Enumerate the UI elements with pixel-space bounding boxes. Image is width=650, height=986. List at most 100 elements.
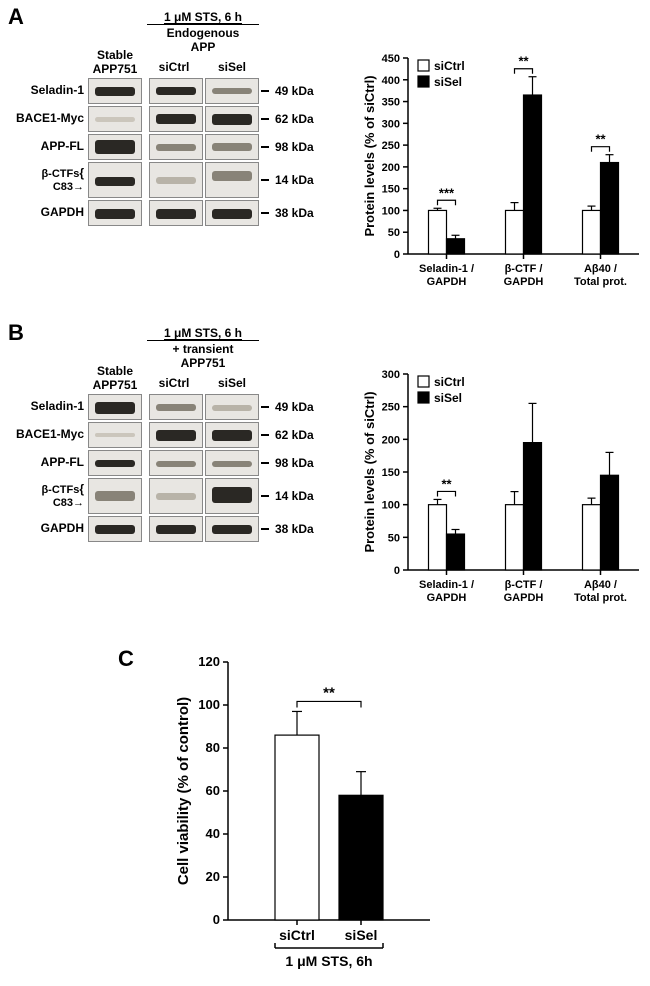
panel-b-col-ctrl: siCtrl (147, 376, 201, 390)
band (212, 525, 252, 534)
blot-lane (149, 478, 203, 514)
mw-label: 62 kDa (269, 428, 314, 442)
svg-text:100: 100 (382, 205, 400, 217)
mw-dash (261, 179, 269, 181)
band (95, 460, 135, 467)
svg-text:250: 250 (382, 140, 400, 152)
svg-text:siSel: siSel (345, 927, 378, 943)
band (156, 177, 196, 184)
svg-text:350: 350 (382, 97, 400, 109)
band (156, 525, 196, 534)
blot-lane (88, 106, 142, 132)
band (156, 493, 196, 500)
blot-lane (149, 422, 203, 448)
blot-lane (205, 78, 259, 104)
blot-lane (88, 394, 142, 420)
blot-lanes (88, 394, 259, 420)
svg-text:Protein levels (% of siCtrl): Protein levels (% of siCtrl) (362, 75, 377, 236)
svg-text:GAPDH: GAPDH (427, 592, 467, 604)
band (156, 114, 196, 124)
panel-a-treatment-sub: Endogenous APP (147, 24, 259, 54)
band (156, 404, 196, 411)
blot-row: APP-FL 98 kDa (10, 450, 350, 476)
panel-a-col-stable: Stable APP751 (88, 48, 142, 76)
blot-lane (88, 422, 142, 448)
band (212, 209, 252, 219)
svg-text:Total prot.: Total prot. (574, 276, 627, 288)
band (95, 525, 135, 534)
blot-lane (149, 162, 203, 198)
band (95, 87, 135, 96)
svg-text:**: ** (518, 54, 529, 69)
svg-text:150: 150 (382, 467, 400, 479)
blot-lanes (88, 78, 259, 104)
blot-lanes (88, 134, 259, 160)
svg-text:Seladin-1 /: Seladin-1 / (419, 263, 474, 275)
panel-b-blot-rows: Seladin-1 49 kDa BACE1-Myc62 kDa APP-FL 98 k… (10, 394, 350, 542)
blot-lane (205, 422, 259, 448)
mw-dash (261, 462, 269, 464)
band (212, 88, 252, 94)
mw-dash (261, 434, 269, 436)
blot-row: BACE1-Myc62 kDa (10, 422, 350, 448)
band (95, 117, 135, 122)
svg-text:GAPDH: GAPDH (427, 276, 467, 288)
blot-row: Seladin-1 49 kDa (10, 78, 350, 104)
blot-row-label: β-CTFs{C83→ (10, 167, 88, 193)
mw-label: 49 kDa (269, 84, 314, 98)
blot-lane (88, 516, 142, 542)
svg-text:400: 400 (382, 75, 400, 87)
panel-a-blots: 1 μM STS, 6 h Endogenous APP Stable APP7… (10, 10, 350, 228)
blot-row-label: GAPDH (10, 522, 88, 535)
blot-lane (205, 134, 259, 160)
blot-lane (149, 78, 203, 104)
svg-text:GAPDH: GAPDH (504, 592, 544, 604)
blot-row-label: GAPDH (10, 206, 88, 219)
band (212, 171, 252, 181)
mw-label: 98 kDa (269, 140, 314, 154)
mw-label: 38 kDa (269, 206, 314, 220)
blot-lane (149, 106, 203, 132)
blot-lane (149, 394, 203, 420)
blot-lane (88, 134, 142, 160)
blot-row-label: APP-FL (10, 456, 88, 469)
blot-lanes (88, 478, 259, 514)
svg-text:siCtrl: siCtrl (279, 927, 315, 943)
blot-row-label: Seladin-1 (10, 84, 88, 97)
blot-lane (205, 450, 259, 476)
blot-lane (149, 200, 203, 226)
band (156, 430, 196, 441)
panel-b-treatment-top: 1 μM STS, 6 h (147, 326, 259, 340)
mw-label: 49 kDa (269, 400, 314, 414)
mw-label: 14 kDa (269, 489, 314, 503)
panel-b-treatment-sub: + transient APP751 (147, 340, 259, 370)
svg-text:β-CTF /: β-CTF / (505, 579, 543, 591)
svg-text:300: 300 (382, 118, 400, 130)
svg-text:0: 0 (394, 249, 400, 261)
blot-lane (205, 478, 259, 514)
mw-label: 62 kDa (269, 112, 314, 126)
svg-text:50: 50 (388, 227, 400, 239)
svg-text:Protein levels (% of siCtrl): Protein levels (% of siCtrl) (362, 391, 377, 552)
blot-row: β-CTFs{C83→14 kDa (10, 162, 350, 198)
svg-text:0: 0 (213, 912, 220, 927)
panel-c-label: C (118, 646, 134, 672)
svg-text:β-CTF /: β-CTF / (505, 263, 543, 275)
panel-b-blots: 1 μM STS, 6 h + transient APP751 Stable … (10, 326, 350, 544)
mw-label: 38 kDa (269, 522, 314, 536)
mw-label: 98 kDa (269, 456, 314, 470)
blot-lane (149, 450, 203, 476)
band (212, 405, 252, 411)
svg-text:Aβ40 /: Aβ40 / (584, 579, 617, 591)
svg-text:20: 20 (206, 869, 220, 884)
panel-a-blot-rows: Seladin-149 kDaBACE1-Myc62 kDaAPP-FL98 k… (10, 78, 350, 226)
svg-text:**: ** (595, 132, 606, 147)
svg-text:siCtrl: siCtrl (434, 59, 465, 73)
svg-text:40: 40 (206, 826, 220, 841)
mw-dash (261, 528, 269, 530)
band (95, 140, 135, 154)
panel-a-chart: 050100150200250300350400450Protein level… (360, 40, 645, 300)
band (212, 430, 252, 441)
blot-row-label: Seladin-1 (10, 400, 88, 413)
blot-lane (88, 478, 142, 514)
